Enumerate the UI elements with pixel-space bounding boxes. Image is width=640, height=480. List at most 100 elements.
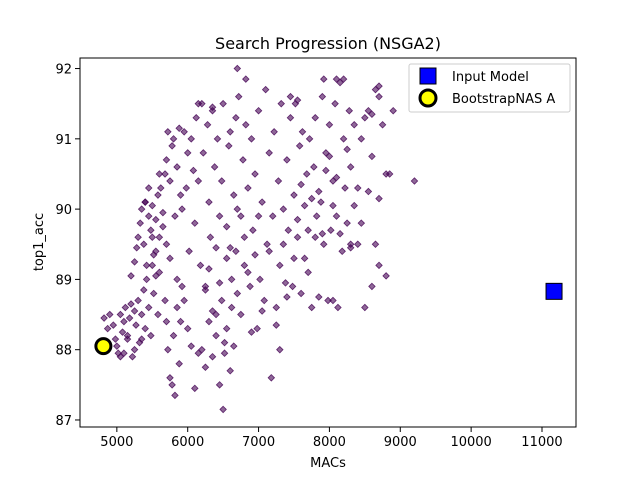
search-point bbox=[149, 289, 158, 298]
search-point bbox=[329, 177, 337, 185]
x-tick-label: 7000 bbox=[242, 435, 275, 450]
search-point bbox=[322, 166, 330, 175]
search-point bbox=[201, 286, 210, 294]
search-point bbox=[276, 261, 284, 270]
search-point bbox=[304, 226, 312, 234]
search-point bbox=[239, 156, 247, 164]
search-point bbox=[144, 184, 153, 192]
search-point bbox=[361, 303, 369, 312]
search-point bbox=[229, 191, 238, 199]
x-tick-label: 8000 bbox=[313, 435, 346, 450]
y-tick-label: 92 bbox=[55, 63, 72, 78]
search-point bbox=[371, 240, 380, 249]
search-point bbox=[265, 149, 273, 157]
search-point bbox=[389, 106, 397, 115]
search-point bbox=[176, 191, 185, 199]
search-point bbox=[130, 258, 139, 266]
search-point bbox=[311, 233, 320, 241]
search-point bbox=[137, 205, 146, 213]
search-point bbox=[256, 275, 264, 284]
search-point bbox=[247, 135, 256, 143]
search-point bbox=[339, 135, 348, 143]
search-point bbox=[279, 205, 288, 213]
search-point bbox=[147, 331, 155, 340]
search-point bbox=[105, 310, 114, 319]
search-point bbox=[185, 247, 193, 256]
search-point bbox=[312, 212, 321, 220]
search-point bbox=[171, 391, 179, 400]
search-point bbox=[357, 135, 366, 143]
search-point bbox=[307, 194, 316, 203]
search-point bbox=[258, 307, 266, 315]
special-points-layer bbox=[94, 282, 563, 356]
search-point bbox=[244, 268, 252, 277]
legend-bootstrapnas-label: BootstrapNAS A bbox=[452, 92, 555, 107]
search-point bbox=[300, 201, 309, 210]
search-point bbox=[147, 226, 155, 234]
search-point bbox=[232, 113, 240, 122]
search-point bbox=[132, 244, 141, 252]
search-point bbox=[103, 324, 112, 333]
search-point bbox=[226, 244, 234, 252]
legend-bootstrapnas-circle-icon bbox=[418, 88, 438, 108]
search-point bbox=[116, 310, 125, 319]
search-point bbox=[311, 113, 320, 122]
search-point bbox=[180, 128, 188, 136]
search-point bbox=[187, 135, 196, 143]
search-point bbox=[175, 359, 183, 368]
search-point bbox=[232, 247, 240, 256]
x-tick-label: 10000 bbox=[450, 435, 491, 450]
search-point bbox=[141, 198, 149, 206]
search-point bbox=[194, 177, 203, 185]
search-point bbox=[233, 205, 242, 213]
search-point bbox=[144, 303, 153, 312]
search-point bbox=[310, 163, 318, 171]
search-point bbox=[164, 128, 172, 136]
search-point bbox=[220, 338, 229, 347]
search-point bbox=[152, 215, 160, 224]
y-axis-label: top1_acc bbox=[32, 213, 47, 271]
search-point bbox=[368, 282, 376, 291]
search-point bbox=[206, 233, 215, 241]
search-point bbox=[191, 219, 199, 227]
search-point bbox=[183, 324, 192, 333]
search-point bbox=[215, 279, 224, 287]
search-point bbox=[345, 106, 354, 115]
search-point bbox=[357, 219, 366, 227]
search-point bbox=[268, 212, 277, 220]
search-point bbox=[251, 170, 259, 178]
search-point bbox=[350, 121, 358, 129]
search-point bbox=[212, 244, 220, 252]
search-point bbox=[157, 184, 165, 192]
search-point bbox=[178, 282, 186, 291]
search-point bbox=[215, 212, 224, 220]
search-point bbox=[300, 254, 309, 263]
search-point bbox=[215, 381, 224, 389]
search-point bbox=[132, 321, 140, 329]
search-point bbox=[249, 226, 257, 234]
search-point bbox=[317, 198, 325, 206]
search-point bbox=[297, 289, 305, 298]
search-point bbox=[166, 254, 174, 263]
search-point bbox=[284, 226, 293, 234]
search-point bbox=[251, 251, 259, 259]
search-point bbox=[378, 121, 387, 129]
search-point bbox=[198, 345, 206, 354]
search-point bbox=[361, 113, 369, 122]
search-point bbox=[382, 272, 390, 280]
search-point bbox=[336, 229, 344, 238]
search-point bbox=[346, 163, 355, 171]
search-point bbox=[283, 293, 291, 301]
search-point bbox=[237, 310, 245, 319]
input-model-point bbox=[545, 282, 563, 300]
search-point bbox=[315, 293, 323, 301]
search-point bbox=[208, 103, 217, 111]
search-point bbox=[322, 149, 330, 157]
search-point bbox=[332, 212, 341, 220]
search-point bbox=[178, 205, 186, 213]
search-point bbox=[118, 328, 127, 336]
search-point bbox=[329, 296, 337, 305]
search-point bbox=[281, 279, 290, 287]
search-point bbox=[142, 261, 151, 270]
search-point bbox=[336, 78, 344, 87]
